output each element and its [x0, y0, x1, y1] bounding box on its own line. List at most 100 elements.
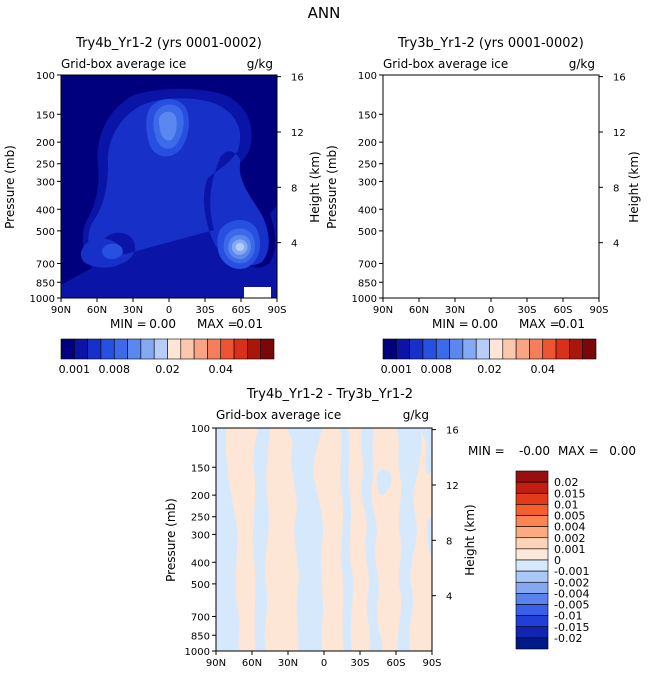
y-tick-label: 250: [36, 160, 55, 171]
y-tick-label: 700: [36, 259, 55, 270]
y-right-tick-label: 12: [446, 481, 459, 492]
y-tick-label: 1000: [30, 294, 55, 305]
colorbar-label: 0.02: [155, 363, 180, 376]
colorbar-swatch: [569, 338, 583, 360]
colorbar-swatch: [167, 338, 182, 360]
colorbar-swatch: [382, 338, 397, 360]
y-tick-label: 1000: [352, 294, 377, 305]
negative-region: [216, 428, 432, 651]
y-right-tick-label: 4: [446, 592, 452, 603]
max-value: 0.01: [236, 317, 263, 331]
y-tick-label: 500: [36, 227, 55, 238]
y-tick-label: 200: [191, 491, 210, 502]
min-value: 0.00: [471, 317, 498, 331]
colorbar-swatch: [220, 338, 235, 360]
colorbar-swatch: [502, 338, 517, 360]
y-tick-label: 200: [36, 138, 55, 149]
colorbar-label: 0.01: [554, 498, 579, 511]
y-right-tick-label: 8: [446, 536, 452, 547]
axes: 90N 60N 30N 0 30S 60S 90S 100 150 200 250 300 400 500…: [185, 424, 459, 669]
y-tick-label: 400: [36, 205, 55, 216]
colorbar-swatch: [515, 470, 549, 483]
x-tick-label: 90N: [206, 658, 226, 669]
colorbar-swatch: [515, 637, 549, 650]
y-right-tick-label: 12: [291, 128, 304, 139]
y-tick-label: 300: [358, 177, 377, 188]
colorbar: 0.001 0.008 0.02 0.04: [381, 338, 597, 376]
colorbar-swatch: [515, 615, 549, 628]
colorbar-label: -0.004: [554, 587, 589, 600]
x-tick-label: 60S: [553, 305, 572, 316]
y-tick-label: 400: [191, 558, 210, 569]
colorbar-label: 0.002: [554, 532, 586, 545]
figure-title: ANN: [308, 4, 341, 22]
colorbar: 0.020.0150.010.0050.0040.0020.0010-0.001…: [515, 470, 589, 650]
colorbar-swatch: [515, 481, 549, 494]
panel-subtitle: Grid-box average ice: [216, 408, 341, 422]
panel-subtitle: Grid-box average ice: [61, 57, 186, 71]
y-tick-label: 700: [191, 612, 210, 623]
y-tick-label: 700: [358, 259, 377, 270]
panel-units: g/kg: [569, 57, 595, 71]
y-right-tick-label: 16: [613, 73, 626, 84]
y-tick-label: 100: [191, 424, 210, 435]
colorbar-swatch: [233, 338, 248, 360]
colorbar-label: -0.001: [554, 565, 589, 578]
contour-level-6: [554, 239, 570, 255]
panel-units: g/kg: [247, 57, 273, 71]
y-tick-label: 150: [191, 463, 210, 474]
x-tick-label: 60N: [87, 305, 107, 316]
colorbar-swatch: [260, 338, 275, 360]
y-right-tick-label: 4: [613, 239, 619, 250]
contour-level-3: [424, 99, 582, 269]
y-tick-label: 250: [191, 513, 210, 524]
missing-data-patch: [566, 287, 593, 298]
x-tick-label: 30S: [195, 305, 214, 316]
contour-level-7: [558, 243, 566, 251]
x-tick-label: 90S: [422, 658, 441, 669]
colorbar-swatch: [475, 338, 490, 360]
contour-field: [61, 75, 277, 298]
colorbar-swatch: [153, 338, 168, 360]
x-tick-label: 90S: [589, 305, 608, 316]
colorbar-label: 0.005: [554, 510, 586, 523]
colorbar-swatch: [515, 570, 549, 583]
y-right-tick-label: 12: [613, 128, 626, 139]
min-label: MIN =: [468, 444, 505, 458]
colorbar-swatch: [529, 338, 544, 360]
panel-difference: Try4b_Yr1-2 - Try3b_Yr1-2 Grid-box avera…: [164, 387, 636, 669]
colorbar-swatch: [140, 338, 155, 360]
y-tick-label: 1000: [185, 647, 210, 658]
contour-level-1: [383, 89, 599, 298]
colorbar-swatch: [449, 338, 464, 360]
panel-try3b: Try3b_Yr1-2 (yrs 0001-0002) Grid-box ave…: [325, 36, 641, 376]
colorbar-swatch: [127, 338, 142, 360]
colorbar-swatch: [422, 338, 437, 360]
x-tick-label: 0: [166, 305, 172, 316]
x-tick-label: 30N: [445, 305, 465, 316]
colorbar-swatch: [515, 504, 549, 516]
colorbar-swatch: [180, 338, 195, 360]
contour-level-4: [475, 105, 577, 264]
colorbar-label: -0.002: [554, 576, 589, 589]
colorbar-swatch: [462, 338, 477, 360]
y-tick-label: 150: [358, 110, 377, 121]
max-value: 0.00: [609, 444, 636, 458]
colorbar-swatch: [74, 338, 88, 360]
y-right-tick-label: 16: [446, 426, 459, 437]
y-tick-label: 500: [191, 580, 210, 591]
colorbar-swatch: [542, 338, 557, 360]
x-tick-label: 60S: [386, 658, 405, 669]
y-tick-label: 250: [358, 160, 377, 171]
axes: 90N 60N 30N 0 30S 60S 90S 100 150 200 250 300 400 500…: [352, 71, 626, 316]
colorbar-label: -0.015: [554, 621, 589, 634]
min-label: MIN =: [110, 317, 147, 331]
colorbar-label: 0: [554, 554, 561, 567]
y-tick-label: 200: [358, 138, 377, 149]
y-tick-label: 400: [358, 205, 377, 216]
panel-units: g/kg: [403, 408, 429, 422]
colorbar-swatch: [555, 338, 570, 360]
panel-title: Try4b_Yr1-2 (yrs 0001-0002): [75, 36, 262, 51]
y-tick-label: 150: [36, 110, 55, 121]
